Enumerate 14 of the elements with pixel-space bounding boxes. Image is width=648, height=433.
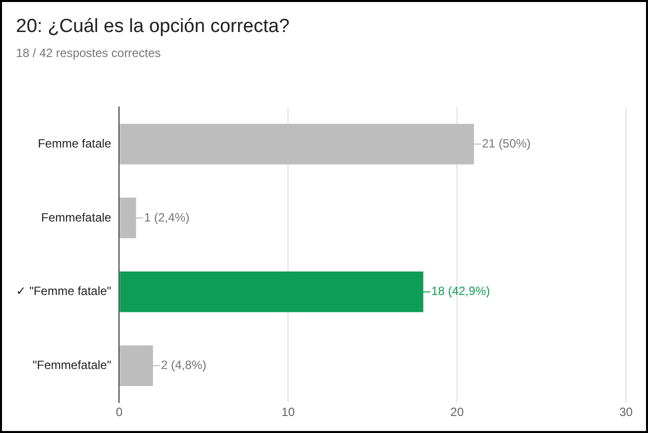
y-tick-label: "Femmefatale": [32, 358, 112, 372]
chart-subtitle: 18 / 42 respostes correctes: [16, 46, 161, 60]
data-label: 18 (42,9%): [431, 284, 490, 298]
y-tick-label: Femmefatale: [41, 210, 112, 224]
x-tick-label: 10: [281, 405, 296, 420]
x-tick-label: 30: [619, 405, 633, 420]
data-label: 1 (2,4%): [144, 210, 190, 224]
data-label: 2 (4,8%): [161, 358, 206, 372]
y-tick-label: ✓ "Femme fatale": [16, 284, 112, 298]
x-tick-label: 20: [450, 405, 464, 420]
y-tick-label: Femme fatale: [38, 136, 112, 150]
data-label: 21 (50%): [482, 136, 531, 150]
x-tick-label: 0: [116, 405, 123, 420]
chart-title: 20: ¿Cuál es la opción correcta?: [16, 16, 290, 38]
